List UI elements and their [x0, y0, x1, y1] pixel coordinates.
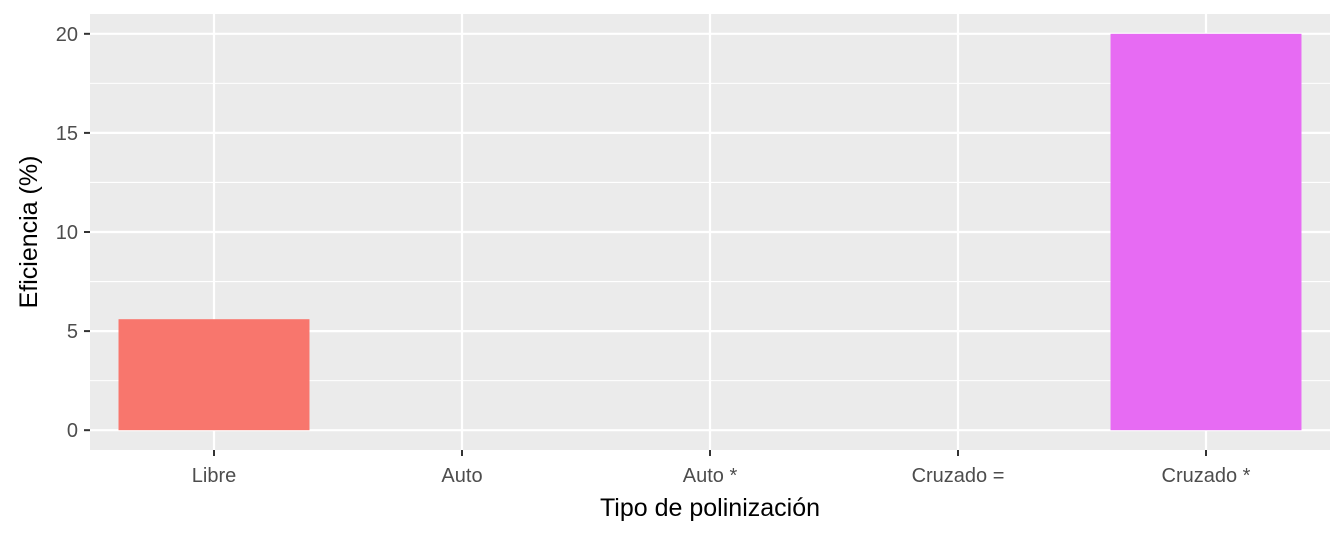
y-tick-label: 5 — [67, 321, 78, 343]
y-tick-label: 15 — [56, 123, 78, 145]
x-tick-label: Auto — [441, 465, 482, 487]
y-tick-label: 0 — [67, 420, 78, 442]
bars — [118, 33, 1302, 431]
y-tick-label: 10 — [56, 222, 78, 244]
x-tick-label: Libre — [192, 465, 236, 487]
bar — [118, 319, 310, 431]
y-axis-title: Eficiencia (%) — [15, 156, 43, 309]
y-tick-label: 20 — [56, 24, 78, 46]
bar — [1110, 33, 1302, 431]
y-axis: 0 5 10 15 20 — [56, 24, 90, 442]
x-tick-label: Auto * — [683, 465, 738, 487]
x-tick-label: Cruzado = — [912, 465, 1005, 487]
x-axis: Libre Auto Auto * Cruzado = Cruzado * — [192, 450, 1251, 487]
x-axis-title: Tipo de polinización — [600, 494, 820, 522]
x-tick-label: Cruzado * — [1162, 465, 1251, 487]
